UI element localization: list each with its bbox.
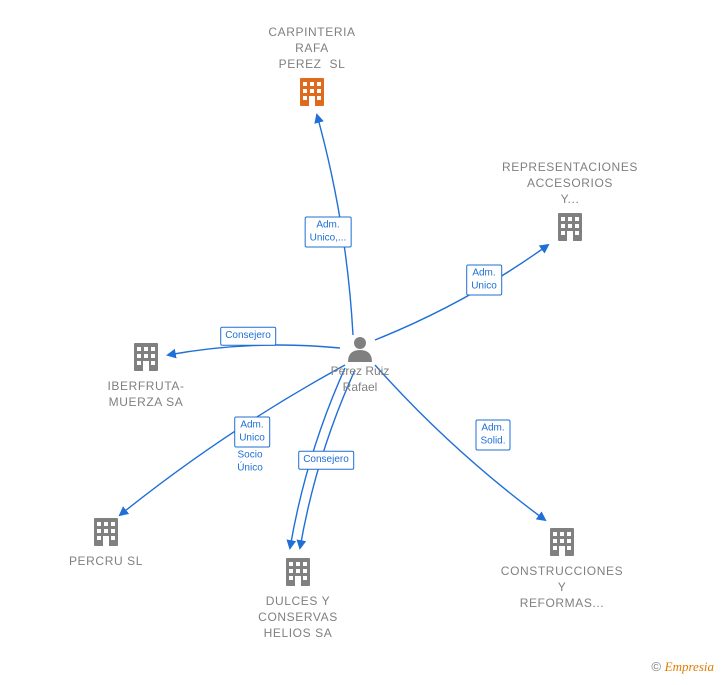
edge-label: Consejero	[298, 451, 354, 470]
edge-label: Consejero	[220, 327, 276, 346]
building-icon[interactable]	[134, 343, 158, 371]
edge-label: Socio Único	[237, 450, 263, 475]
building-icon[interactable]	[94, 518, 118, 546]
company-node-label[interactable]: CARPINTERIA RAFA PEREZ SL	[268, 24, 355, 73]
building-icon[interactable]	[300, 78, 324, 106]
building-icon[interactable]	[550, 528, 574, 556]
person-node-label[interactable]: Perez Ruiz Rafael	[331, 364, 390, 395]
edge-line	[375, 245, 548, 340]
person-icon[interactable]	[348, 337, 372, 362]
copyright-symbol: ©	[651, 659, 661, 674]
brand-name: Empresia	[665, 659, 714, 674]
company-node-label[interactable]: DULCES Y CONSERVAS HELIOS SA	[258, 593, 338, 642]
company-node-label[interactable]: PERCRU SL	[69, 553, 143, 569]
company-node-label[interactable]: CONSTRUCCIONES Y REFORMAS...	[501, 563, 623, 612]
edge-label: Adm. Solid.	[475, 420, 510, 451]
edge-line	[168, 345, 340, 355]
edge-line	[375, 365, 545, 520]
edge-label: Adm. Unico,...	[305, 217, 352, 248]
footer-attribution: © Empresia	[651, 659, 714, 675]
building-icon[interactable]	[286, 558, 310, 586]
edge-label: Adm. Unico	[466, 265, 502, 296]
company-node-label[interactable]: REPRESENTACIONES ACCESORIOS Y...	[502, 159, 638, 208]
edge-label: Adm. Unico	[234, 417, 270, 448]
company-node-label[interactable]: IBERFRUTA- MUERZA SA	[107, 378, 184, 410]
building-icon[interactable]	[558, 213, 582, 241]
